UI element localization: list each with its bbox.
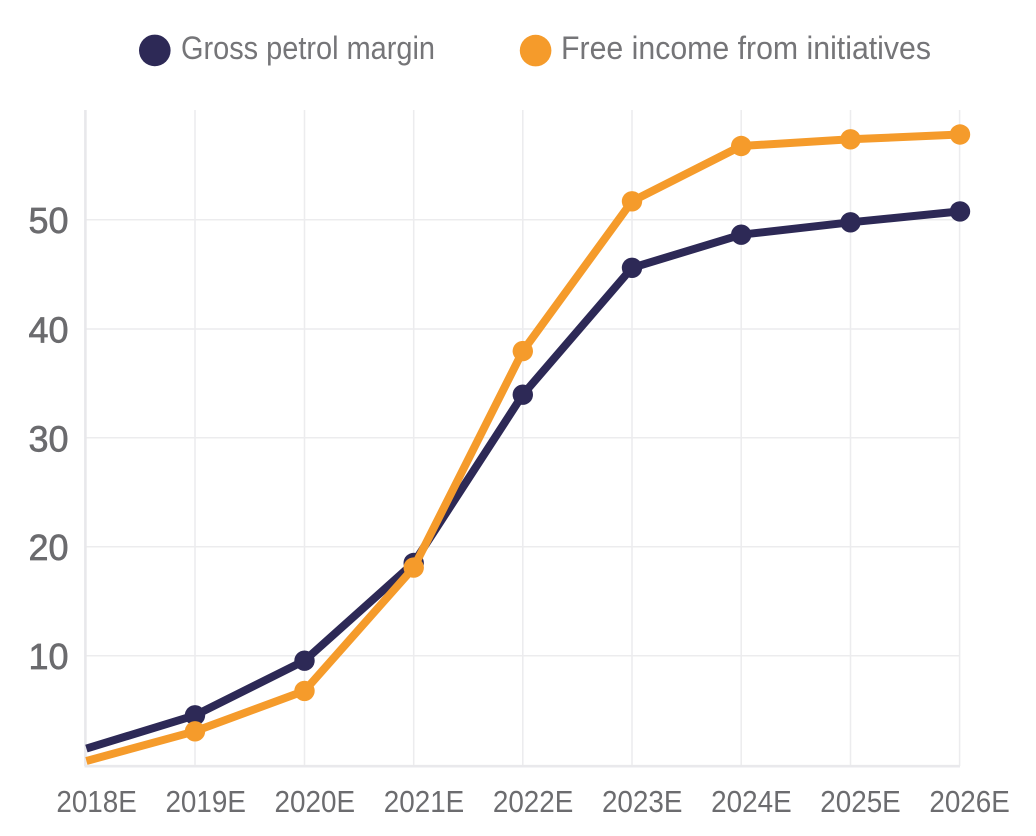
svg-text:2023E: 2023E (602, 785, 683, 819)
svg-text:Free income from initiatives: Free income from initiatives (561, 30, 931, 66)
svg-text:2021E: 2021E (384, 785, 465, 819)
svg-text:50: 50 (28, 200, 68, 241)
svg-text:40: 40 (28, 309, 68, 350)
svg-text:2025E: 2025E (820, 785, 901, 819)
svg-text:2026E: 2026E (929, 785, 1010, 819)
svg-text:10: 10 (28, 636, 68, 677)
svg-text:2018E: 2018E (56, 785, 137, 819)
svg-text:2019E: 2019E (165, 785, 246, 819)
svg-text:2022E: 2022E (493, 785, 574, 819)
svg-text:Gross petrol margin: Gross petrol margin (181, 30, 435, 66)
svg-text:30: 30 (28, 418, 68, 459)
svg-text:2024E: 2024E (711, 785, 792, 819)
svg-text:20: 20 (28, 527, 68, 568)
svg-text:2020E: 2020E (275, 785, 356, 819)
